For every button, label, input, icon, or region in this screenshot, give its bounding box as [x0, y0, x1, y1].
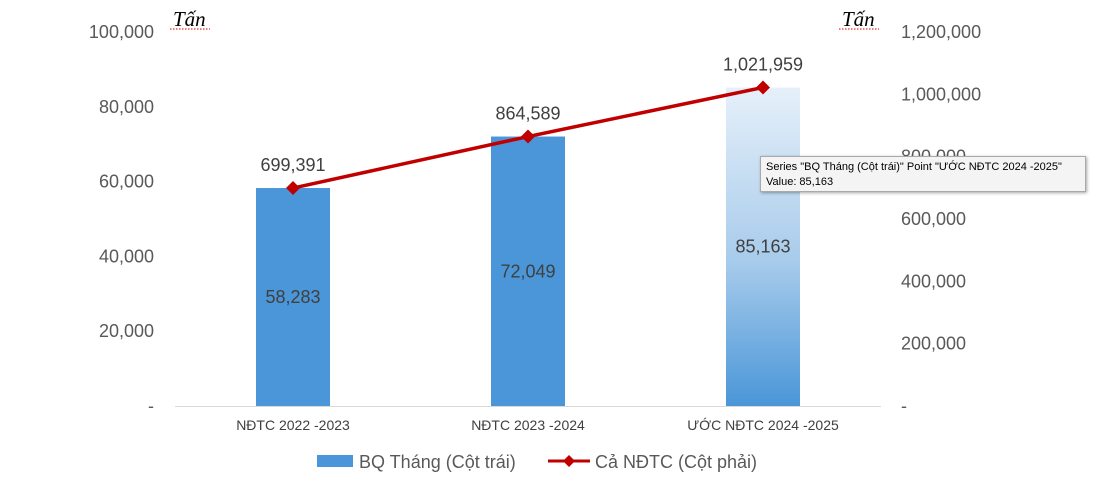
- right-tick-label: 600,000: [901, 209, 966, 229]
- right-tick-label: 400,000: [901, 271, 966, 291]
- left-tick-label: 60,000: [99, 172, 154, 192]
- right-tick-label: 200,000: [901, 334, 966, 354]
- bar-series: [256, 87, 800, 406]
- legend-diamond-marker: [563, 455, 575, 467]
- left-axis-ticks: - 20,000 40,000 60,000 80,000 100,000: [89, 22, 154, 416]
- legend-label-line: Cả NĐTC (Cột phải): [595, 452, 757, 472]
- legend: BQ Tháng (Cột trái) Cả NĐTC (Cột phải): [317, 452, 757, 472]
- legend-label-bar: BQ Tháng (Cột trái): [359, 452, 516, 472]
- tooltip-value: Value: 85,163: [766, 176, 834, 188]
- line-value-label: 1,021,959: [723, 54, 803, 74]
- bar: [726, 87, 800, 406]
- bar-value-label: 85,163: [735, 237, 790, 257]
- line-series: [286, 80, 770, 196]
- left-axis-unit-label: Tấn: [173, 7, 206, 31]
- category-label: ƯỚC NĐTC 2024 -2025: [687, 417, 839, 433]
- bar-value-label: 58,283: [265, 287, 320, 307]
- right-tick-label: 1,000,000: [901, 84, 981, 104]
- line-value-label: 699,391: [260, 155, 325, 175]
- bar-value-label: 72,049: [500, 261, 555, 281]
- bar: [256, 188, 330, 406]
- left-tick-label: 40,000: [99, 246, 154, 266]
- tooltip-series-point: Series "BQ Tháng (Cột trái)" Point "ƯỚC …: [766, 161, 1062, 173]
- left-tick-label: 100,000: [89, 22, 154, 42]
- line-point-marker: [521, 129, 535, 144]
- category-label: NĐTC 2022 -2023: [236, 417, 350, 433]
- line-value-label: 864,589: [495, 104, 560, 124]
- line-data-labels: 699,391 864,589 1,021,959: [260, 54, 803, 175]
- right-axis-ticks: -200,000400,000600,000800,0001,000,0001,…: [901, 22, 981, 416]
- line-point-marker: [756, 80, 770, 95]
- hover-tooltip: Series "BQ Tháng (Cột trái)" Point "ƯỚC …: [760, 156, 1086, 192]
- category-labels: NĐTC 2022 -2023 NĐTC 2023 -2024 ƯỚC NĐTC 2…: [236, 417, 839, 433]
- legend-swatch-bar: [317, 455, 353, 467]
- right-axis-unit-label: Tấn: [842, 7, 875, 31]
- bar-data-labels: 58,283 72,049 85,163: [265, 237, 790, 307]
- left-tick-label: 20,000: [99, 321, 154, 341]
- category-label: NĐTC 2023 -2024: [471, 417, 585, 433]
- left-tick-label: 80,000: [99, 97, 154, 117]
- right-tick-label: 1,200,000: [901, 22, 981, 42]
- bar: [491, 136, 565, 406]
- right-tick-label: -: [901, 396, 907, 416]
- line-point-marker: [286, 181, 300, 196]
- left-tick-label: -: [148, 396, 154, 416]
